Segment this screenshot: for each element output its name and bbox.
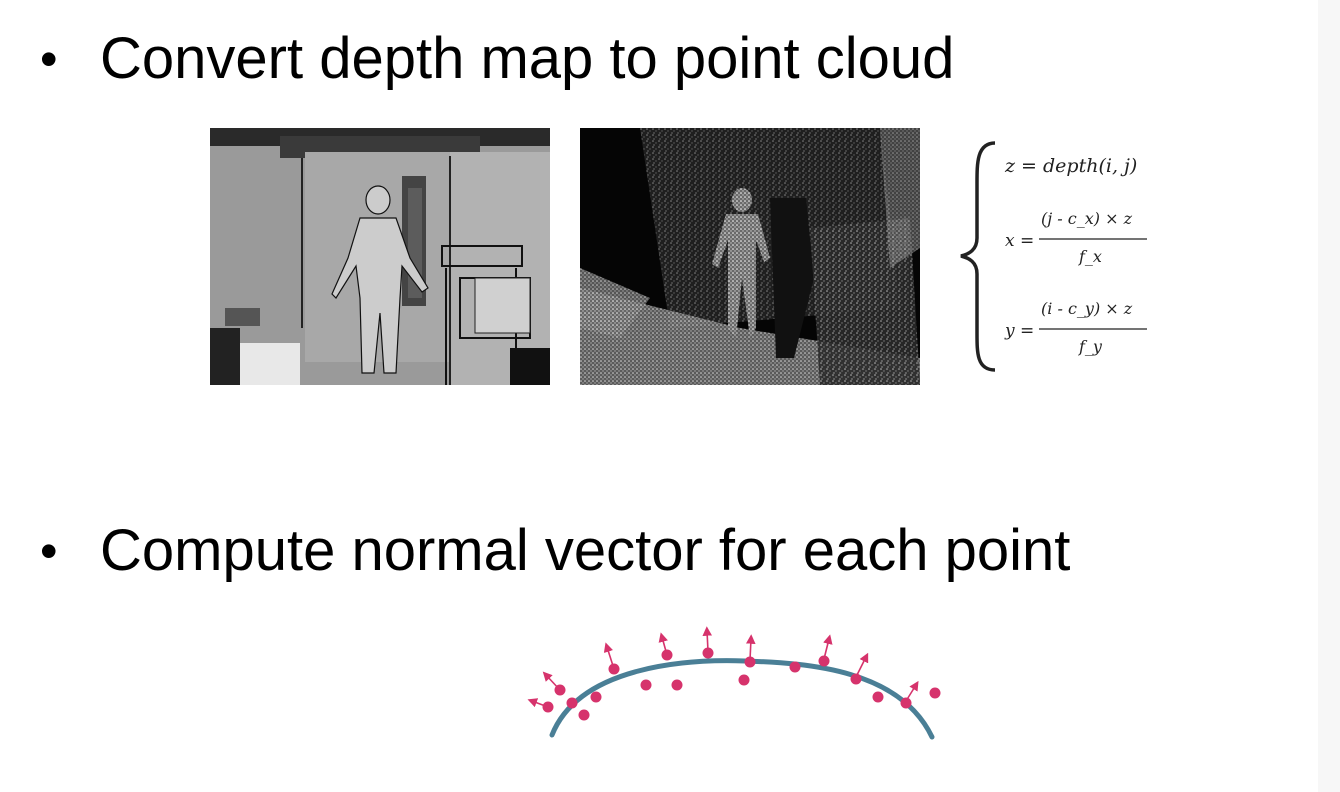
bullet-text: Compute normal vector for each point xyxy=(100,518,1071,583)
normal-arrows xyxy=(527,626,919,708)
bullet-text: Convert depth map to point cloud xyxy=(100,26,955,91)
formula-y-lhs: y = xyxy=(1004,321,1034,341)
formula-x-lhs: x = xyxy=(1005,231,1034,251)
formula-x-denominator: f_x xyxy=(1078,247,1102,266)
formula-y-numerator: (i - c_y) × z xyxy=(1041,299,1133,318)
bullet-compute-normal: • Compute normal vector for each point xyxy=(40,522,1070,580)
left-brace-icon xyxy=(960,141,996,372)
bullet-dot-icon: • xyxy=(40,31,58,87)
projection-formula: z = depth(i, j) x = (j - c_x) × z f_x y … xyxy=(955,138,1175,373)
depth-map-image xyxy=(210,128,550,385)
bullet-dot-icon: • xyxy=(40,523,58,579)
point-cloud-image xyxy=(580,128,920,385)
formula-y-denominator: f_y xyxy=(1078,337,1103,356)
depth-map-graphic xyxy=(210,128,550,385)
slide-edge-strip xyxy=(1318,0,1340,792)
bullet-convert-depth: • Convert depth map to point cloud xyxy=(40,30,954,88)
point-cloud-graphic xyxy=(580,128,920,385)
formula-z-line: z = depth(i, j) xyxy=(1004,155,1137,177)
formula-x-numerator: (j - c_x) × z xyxy=(1041,209,1133,228)
normal-diagram-graphic xyxy=(527,626,941,740)
normal-vectors-diagram xyxy=(520,625,960,750)
formula-graphic: z = depth(i, j) x = (j - c_x) × z f_x y … xyxy=(960,141,1147,372)
point-markers xyxy=(542,647,941,721)
